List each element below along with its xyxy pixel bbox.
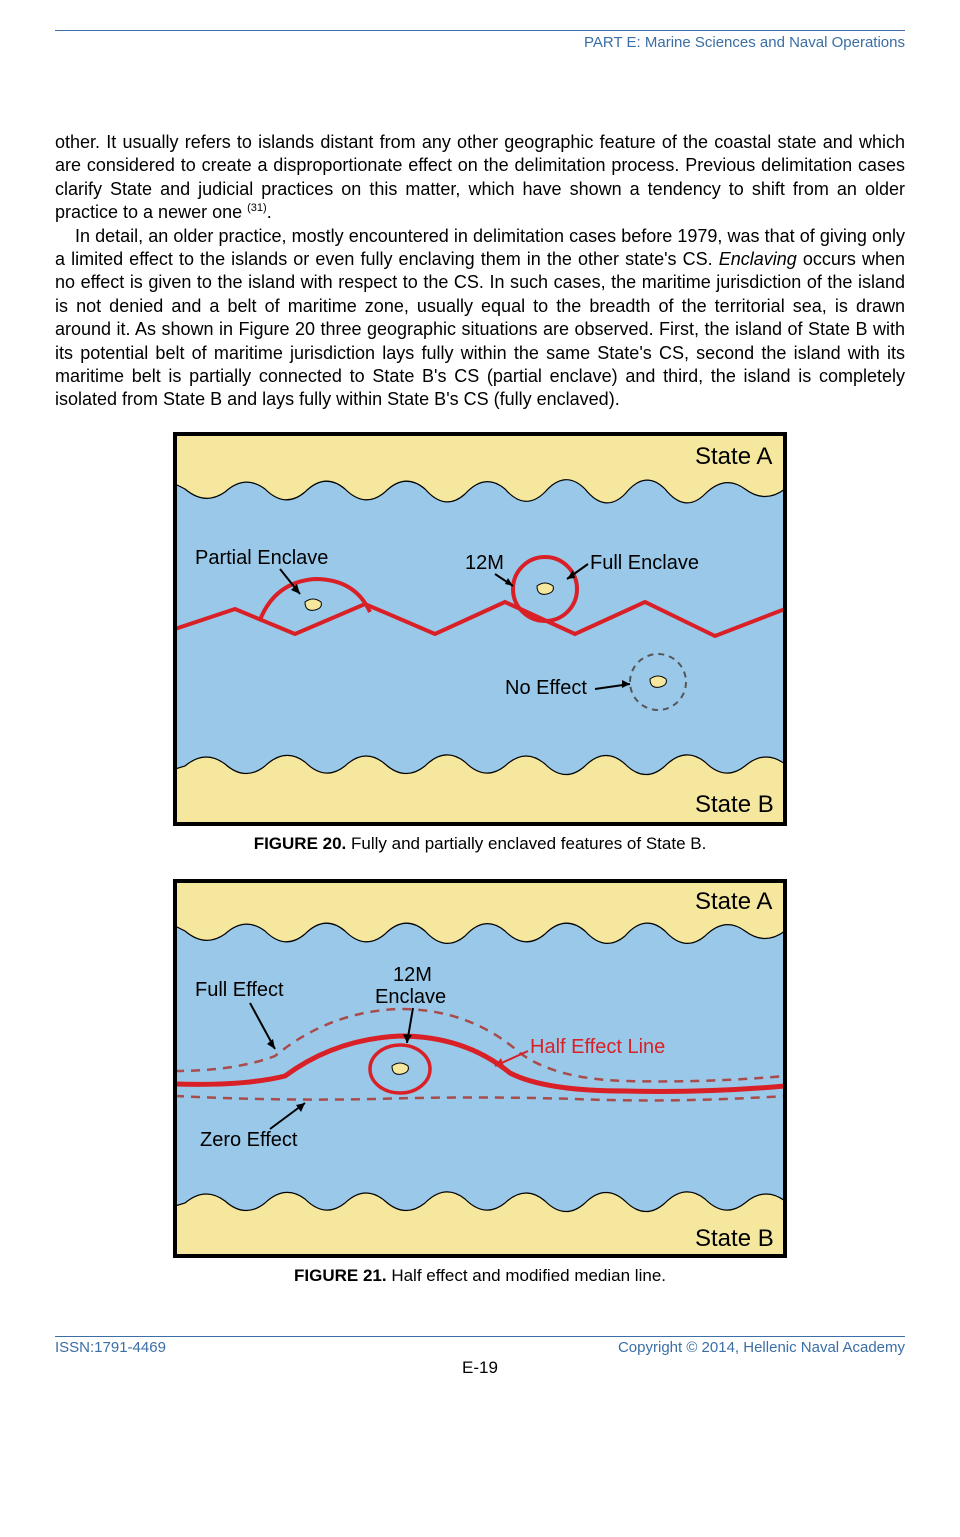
fig21-rest: Half effect and modified median line. <box>387 1266 666 1285</box>
label-12m-1: 12M <box>393 964 432 986</box>
footer-copyright: Copyright © 2014, Hellenic Naval Academy <box>618 1339 905 1356</box>
label-12m: 12M <box>465 552 504 574</box>
citation-31: (31) <box>247 202 267 214</box>
fig20-rest: Fully and partially enclaved features of… <box>346 834 706 853</box>
label-partial: Partial Enclave <box>195 547 328 569</box>
body-paragraph: other. It usually refers to islands dist… <box>55 131 905 412</box>
p4: Enclaving <box>719 249 797 269</box>
label-12m-2: Enclave <box>375 986 446 1008</box>
p5: occurs when no effect is given to the is… <box>55 249 905 409</box>
p1: other. It usually refers to islands dist… <box>55 132 905 222</box>
label-zeroeffect: Zero Effect <box>200 1129 298 1151</box>
page-number: E-19 <box>55 1358 905 1378</box>
label-noeffect: No Effect <box>505 677 587 699</box>
fig20-bold: FIGURE 20. <box>254 834 347 853</box>
label-state-b: State B <box>695 791 774 818</box>
label-state-b-2: State B <box>695 1225 774 1252</box>
page-header: PART E: Marine Sciences and Naval Operat… <box>55 34 905 51</box>
page-footer: ISSN:1791-4469 Copyright © 2014, Helleni… <box>55 1339 905 1356</box>
footer-issn: ISSN:1791-4469 <box>55 1339 166 1356</box>
label-full: Full Enclave <box>590 552 699 574</box>
figure-20: 12M Partial Enclave Full Enclave No Effe… <box>173 432 787 826</box>
label-halfeffect: Half Effect Line <box>530 1036 665 1058</box>
p2: . <box>267 202 272 222</box>
figure-21-caption: FIGURE 21. Half effect and modified medi… <box>55 1266 905 1286</box>
figure-20-caption: FIGURE 20. Fully and partially enclaved … <box>55 834 905 854</box>
label-state-a: State A <box>695 443 772 470</box>
fig21-bold: FIGURE 21. <box>294 1266 387 1285</box>
label-fulleffect: Full Effect <box>195 979 284 1001</box>
figure-21: Full Effect 12M Enclave Half Effect Line… <box>173 879 787 1258</box>
label-state-a-2: State A <box>695 888 772 915</box>
